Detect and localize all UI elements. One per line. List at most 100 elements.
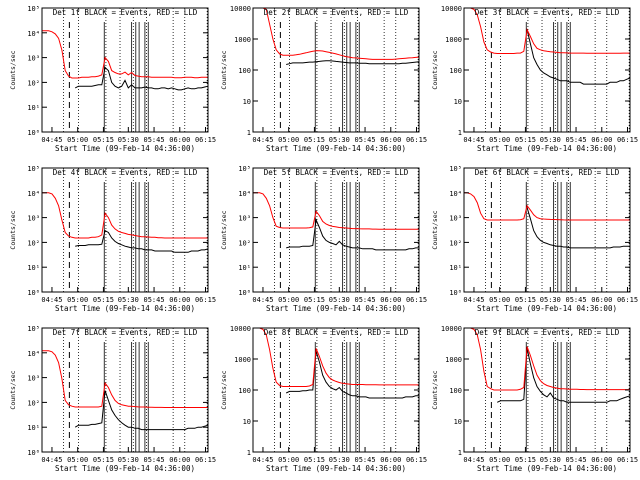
- x-tick-label: 04:45: [463, 136, 484, 144]
- series-line-lld: [253, 327, 419, 387]
- x-tick-label: 05:15: [93, 296, 114, 304]
- series-line-lld: [42, 192, 208, 239]
- x-tick-label: 05:45: [144, 456, 165, 464]
- y-tick-label: 100: [238, 387, 251, 395]
- x-tick-label: 05:30: [540, 456, 561, 464]
- y-tick-label: 10⁰: [27, 449, 40, 457]
- y-tick-label: 10⁵: [27, 325, 40, 333]
- plot-frame: [463, 167, 631, 293]
- y-tick-label: 100: [238, 67, 251, 75]
- y-tick-label: 10¹: [238, 264, 251, 272]
- series-line-events: [526, 29, 631, 85]
- x-axis-label: Start Time (09-Feb-14 04:36:00): [55, 144, 195, 153]
- series-line-events: [74, 390, 209, 431]
- series-line-lld: [464, 7, 630, 54]
- y-tick-label: 1000: [234, 36, 251, 44]
- y-tick-label: 10000: [230, 5, 251, 13]
- y-tick-label: 1000: [234, 356, 251, 364]
- series-line-lld: [253, 192, 419, 230]
- chart-panel-6: 10⁰ 10¹ 10² 10³ 10⁴ 10⁵ 04:45 05:00 05:15 05:30 05…: [431, 165, 638, 313]
- x-tick-label: 06:15: [406, 456, 427, 464]
- x-tick-label: 06:00: [591, 296, 612, 304]
- x-tick-label: 05:30: [118, 296, 139, 304]
- chart-panel-3: 1 10 100 1000 10000 04:45 05:00 05:15 05:30 05:45…: [431, 5, 638, 153]
- chart-panel-5: 10⁰ 10¹ 10² 10³ 10⁴ 10⁵ 04:45 05:00 05:15 05:30 05…: [220, 165, 427, 313]
- x-tick-label: 05:45: [144, 296, 165, 304]
- chart-panel-8: 1 10 100 1000 10000 04:45 05:00 05:15 05:30 05:45…: [220, 325, 427, 473]
- y-tick-label: 1: [458, 129, 462, 137]
- series-line-events: [74, 66, 209, 91]
- x-tick-label: 05:00: [489, 296, 510, 304]
- series-line-events: [286, 218, 419, 251]
- x-tick-label: 05:15: [515, 456, 536, 464]
- x-tick-label: 05:45: [566, 296, 587, 304]
- x-tick-label: 05:30: [329, 136, 350, 144]
- y-tick-label: 10⁴: [449, 190, 462, 198]
- y-tick-label: 10¹: [27, 264, 40, 272]
- series-line-lld: [464, 192, 630, 221]
- x-axis-label: Start Time (09-Feb-14 04:36:00): [55, 464, 195, 473]
- x-tick-label: 06:00: [169, 136, 190, 144]
- x-tick-label: 05:00: [67, 456, 88, 464]
- chart-title: Det 1f BLACK = Events, RED = LLD: [53, 8, 198, 17]
- y-axis-label: Counts/sec: [9, 50, 17, 89]
- x-tick-label: 05:45: [355, 136, 376, 144]
- y-tick-label: 10³: [27, 55, 40, 63]
- y-tick-label: 10²: [27, 399, 40, 407]
- y-tick-label: 100: [449, 387, 462, 395]
- x-tick-label: 05:45: [144, 136, 165, 144]
- chart-panel-7: 10⁰ 10¹ 10² 10³ 10⁴ 10⁵ 04:45 05:00 05:15 05:30 05…: [9, 325, 216, 473]
- x-tick-label: 05:00: [278, 456, 299, 464]
- x-tick-label: 05:45: [566, 136, 587, 144]
- y-tick-label: 10⁴: [27, 350, 40, 358]
- series-line-events: [285, 350, 419, 399]
- x-tick-label: 06:00: [169, 456, 190, 464]
- x-tick-label: 05:30: [540, 136, 561, 144]
- chart-title: Det 2f BLACK = Events, RED = LLD: [264, 8, 409, 17]
- y-tick-label: 10⁵: [449, 165, 462, 173]
- y-axis-label: Counts/sec: [220, 370, 228, 409]
- y-tick-label: 10⁰: [449, 289, 462, 297]
- chart-panel-4: 10⁰ 10¹ 10² 10³ 10⁴ 10⁵ 04:45 05:00 05:15 05:30 05…: [9, 165, 216, 313]
- x-tick-label: 04:45: [463, 296, 484, 304]
- series-line-lld: [42, 350, 208, 408]
- x-tick-label: 05:30: [118, 456, 139, 464]
- y-tick-label: 10³: [449, 215, 462, 223]
- x-axis-label: Start Time (09-Feb-14 04:36:00): [477, 144, 617, 153]
- plot-frame: [252, 167, 420, 293]
- x-tick-label: 05:15: [304, 456, 325, 464]
- chart-panel-1: 10⁰ 10¹ 10² 10³ 10⁴ 10⁵ 04:45 05:00 05:15 05:30 05…: [9, 5, 216, 153]
- y-tick-label: 10: [243, 418, 251, 426]
- x-tick-label: 05:30: [118, 136, 139, 144]
- x-tick-label: 05:15: [304, 136, 325, 144]
- x-axis-label: Start Time (09-Feb-14 04:36:00): [477, 304, 617, 313]
- x-tick-label: 06:00: [169, 296, 190, 304]
- y-tick-label: 10000: [441, 325, 462, 333]
- x-tick-label: 06:15: [195, 296, 216, 304]
- y-tick-label: 10²: [238, 239, 251, 247]
- y-tick-label: 10²: [449, 239, 462, 247]
- x-tick-label: 05:15: [93, 136, 114, 144]
- y-tick-label: 1: [247, 449, 251, 457]
- series-line-events: [75, 229, 209, 253]
- y-tick-label: 10⁴: [238, 190, 251, 198]
- y-tick-label: 10: [454, 98, 462, 106]
- chart-title: Det 7f BLACK = Events, RED = LLD: [53, 328, 198, 337]
- x-tick-label: 05:15: [515, 296, 536, 304]
- x-tick-label: 04:45: [463, 456, 484, 464]
- y-tick-label: 10¹: [27, 104, 40, 112]
- chart-title: Det 9f BLACK = Events, RED = LLD: [475, 328, 620, 337]
- y-tick-label: 10000: [441, 5, 462, 13]
- x-tick-label: 06:00: [380, 136, 401, 144]
- y-tick-label: 10²: [27, 239, 40, 247]
- chart-title: Det 3f BLACK = Events, RED = LLD: [475, 8, 620, 17]
- y-tick-label: 10⁵: [27, 5, 40, 13]
- y-axis-label: Counts/sec: [9, 370, 17, 409]
- y-tick-label: 10: [243, 98, 251, 106]
- series-line-lld: [42, 30, 208, 79]
- y-tick-label: 10000: [230, 325, 251, 333]
- plot-frame: [41, 167, 209, 293]
- x-tick-label: 05:30: [540, 296, 561, 304]
- x-tick-label: 04:45: [41, 456, 62, 464]
